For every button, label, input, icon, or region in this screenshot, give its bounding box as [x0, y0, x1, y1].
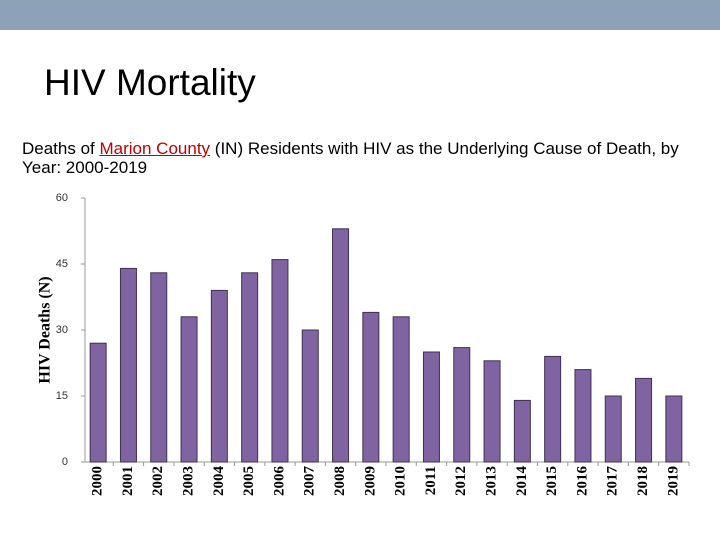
x-tick-label: 2014: [514, 466, 530, 497]
bar: [119, 267, 137, 463]
bar: [392, 316, 410, 463]
x-tick-label: 2019: [665, 466, 681, 496]
x-tick-label: 2002: [150, 466, 166, 496]
subtitle-highlight: Marion County: [99, 139, 211, 158]
x-tick-label: 2005: [241, 466, 257, 496]
y-tick-label: 0: [62, 456, 68, 468]
bar: [241, 272, 259, 463]
bar: [332, 228, 350, 463]
bar: [544, 355, 562, 463]
x-tick-label: 2013: [483, 466, 499, 496]
x-tick-label: 2001: [120, 466, 136, 496]
bar: [89, 342, 107, 463]
subtitle: Deaths of Marion County (IN) Residents w…: [22, 139, 702, 177]
bar: [574, 369, 592, 463]
x-tick-label: 2012: [453, 466, 469, 496]
bar: [483, 360, 501, 463]
y-tick-label: 60: [56, 192, 68, 204]
bar: [513, 399, 531, 463]
x-tick-label: 2011: [423, 466, 439, 495]
x-tick-label: 2000: [90, 466, 106, 496]
x-tick-label: 2015: [544, 466, 560, 496]
bar: [271, 259, 289, 463]
y-tick-label: 45: [56, 258, 68, 270]
x-tick-label: 2008: [332, 466, 348, 496]
x-tick-label: 2006: [271, 466, 287, 497]
bar: [301, 329, 319, 463]
bar: [665, 395, 683, 463]
bar: [453, 347, 471, 463]
x-tick-label: 2004: [211, 466, 227, 497]
x-tick-label: 2007: [302, 466, 318, 497]
x-tick-label: 2018: [635, 466, 651, 496]
bar: [635, 377, 653, 463]
x-tick-label: 2017: [605, 466, 621, 497]
bar: [604, 395, 622, 463]
top-bar: [0, 0, 720, 30]
bar: [180, 316, 198, 463]
slide-title: HIV Mortality: [44, 62, 256, 103]
y-axis-label: HIV Deaths (N): [37, 276, 54, 383]
bar: [422, 351, 440, 463]
bar: [362, 311, 380, 463]
subtitle-text: (IN) Residents with HIV as the Underlyin…: [22, 139, 679, 177]
bar: [150, 272, 168, 463]
y-tick-label: 15: [56, 390, 68, 402]
subtitle-text: Deaths of: [22, 139, 95, 158]
bar: [210, 289, 228, 463]
y-tick-label: 30: [56, 324, 68, 336]
x-tick-label: 2003: [180, 466, 196, 496]
x-tick-label: 2016: [574, 466, 590, 497]
x-tick-label: 2010: [393, 466, 409, 496]
x-tick-label: 2009: [362, 466, 378, 496]
